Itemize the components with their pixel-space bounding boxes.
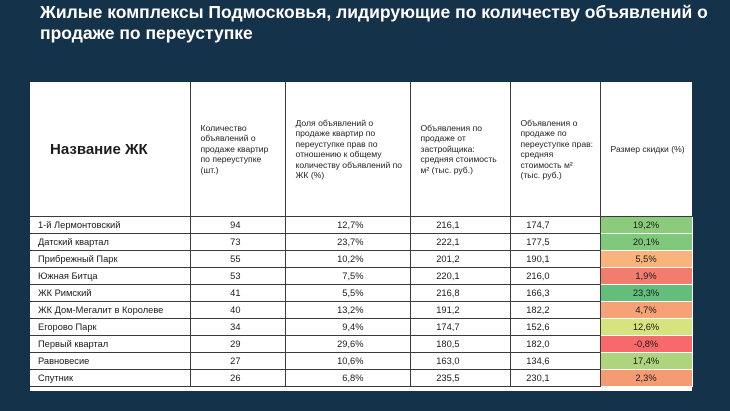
- cell-count: 41: [190, 284, 286, 302]
- table-row: Первый квартал 29 29,6% 180,5 182,0 -0,8%: [30, 335, 693, 353]
- cell-name: ЖК Римский: [30, 284, 191, 302]
- cell-discount: 12,6%: [599, 318, 693, 336]
- table-row: Спутник 26 6,8% 235,5 230,1 2,3%: [30, 369, 693, 387]
- cell-resale-price: 182,2: [510, 301, 601, 319]
- cell-share: 6,8%: [285, 369, 411, 387]
- cell-count: 27: [190, 352, 286, 370]
- cell-share: 29,6%: [285, 335, 411, 353]
- cell-name: Прибрежный Парк: [30, 250, 191, 268]
- table-row: Прибрежный Парк 55 10,2% 201,2 190,1 5,5%: [30, 250, 693, 268]
- cell-developer-price: 222,1: [410, 233, 511, 251]
- cell-name: Южная Битца: [30, 267, 191, 285]
- cell-name: Егорово Парк: [30, 318, 191, 336]
- cell-share: 9,4%: [285, 318, 411, 336]
- cell-developer-price: 174,7: [410, 318, 511, 336]
- cell-discount: 5,5%: [599, 250, 693, 268]
- table-row: Равновесие 27 10,6% 163,0 134,6 17,4%: [30, 352, 693, 370]
- data-table: Название ЖК Количество объявлений о прод…: [30, 82, 693, 387]
- cell-count: 73: [190, 233, 286, 251]
- column-header-name: Название ЖК: [30, 82, 191, 217]
- cell-share: 12,7%: [285, 216, 411, 234]
- cell-developer-price: 180,5: [410, 335, 511, 353]
- cell-discount: 23,3%: [599, 284, 693, 302]
- cell-name: Равновесие: [30, 352, 191, 370]
- cell-resale-price: 230,1: [510, 369, 601, 387]
- cell-developer-price: 201,2: [410, 250, 511, 268]
- cell-count: 34: [190, 318, 286, 336]
- column-header-count: Количество объявлений о продаже квартир …: [190, 82, 286, 217]
- cell-developer-price: 235,5: [410, 369, 511, 387]
- cell-discount: 2,3%: [599, 369, 693, 387]
- cell-count: 53: [190, 267, 286, 285]
- column-header-developer-price: Объявления по продаже от застройщика: ср…: [410, 82, 511, 217]
- cell-count: 94: [190, 216, 286, 234]
- column-header-discount: Размер скидки (%): [600, 82, 692, 217]
- cell-discount: 19,2%: [599, 216, 693, 234]
- cell-count: 55: [190, 250, 286, 268]
- cell-count: 40: [190, 301, 286, 319]
- cell-discount: 4,7%: [599, 301, 693, 319]
- column-header-share: Доля объявлений о продаже квартир по пер…: [285, 82, 411, 217]
- cell-name: Первый квартал: [30, 335, 191, 353]
- cell-name: 1-й Лермонтовский: [30, 216, 191, 234]
- cell-developer-price: 216,8: [410, 284, 511, 302]
- cell-discount: 20,1%: [599, 233, 693, 251]
- cell-resale-price: 182,0: [510, 335, 601, 353]
- cell-resale-price: 216,0: [510, 267, 601, 285]
- table-row: Датский квартал 73 23,7% 222,1 177,5 20,1%: [30, 233, 693, 251]
- footer-strip: [0, 391, 730, 411]
- cell-name: ЖК Дом-Мегалит в Королеве: [30, 301, 191, 319]
- cell-share: 13,2%: [285, 301, 411, 319]
- cell-count: 29: [190, 335, 286, 353]
- table-row: Егорово Парк 34 9,4% 174,7 152,6 12,6%: [30, 318, 693, 336]
- cell-discount: 1,9%: [599, 267, 693, 285]
- cell-developer-price: 163,0: [410, 352, 511, 370]
- cell-resale-price: 177,5: [510, 233, 601, 251]
- column-header-resale-price: Объявления о продаже по переуступке прав…: [510, 82, 601, 217]
- cell-count: 26: [190, 369, 286, 387]
- cell-resale-price: 134,6: [510, 352, 601, 370]
- cell-discount: 17,4%: [599, 352, 693, 370]
- cell-developer-price: 216,1: [410, 216, 511, 234]
- cell-developer-price: 220,1: [410, 267, 511, 285]
- table-row: Южная Битца 53 7,5% 220,1 216,0 1,9%: [30, 267, 693, 285]
- table-row: 1-й Лермонтовский 94 12,7% 216,1 174,7 19,2%: [30, 216, 693, 234]
- cell-share: 7,5%: [285, 267, 411, 285]
- table-row: ЖК Дом-Мегалит в Королеве 40 13,2% 191,2 182…: [30, 301, 693, 319]
- cell-share: 23,7%: [285, 233, 411, 251]
- page-title: Жилые комплексы Подмосковья, лидирующие …: [40, 2, 708, 43]
- table-header-row: Название ЖК Количество объявлений о прод…: [30, 82, 692, 217]
- cell-resale-price: 174,7: [510, 216, 601, 234]
- cell-resale-price: 166,3: [510, 284, 601, 302]
- cell-resale-price: 190,1: [510, 250, 601, 268]
- cell-name: Спутник: [30, 369, 191, 387]
- cell-share: 10,6%: [285, 352, 411, 370]
- cell-resale-price: 152,6: [510, 318, 601, 336]
- cell-name: Датский квартал: [30, 233, 191, 251]
- table-row: ЖК Римский 41 5,5% 216,8 166,3 23,3%: [30, 284, 693, 302]
- cell-share: 10,2%: [285, 250, 411, 268]
- table-body: 1-й Лермонтовский 94 12,7% 216,1 174,7 19,2% Д…: [30, 216, 693, 387]
- cell-share: 5,5%: [285, 284, 411, 302]
- cell-discount: -0,8%: [599, 335, 693, 353]
- cell-developer-price: 191,2: [410, 301, 511, 319]
- data-table-panel: Название ЖК Количество объявлений о прод…: [30, 82, 693, 391]
